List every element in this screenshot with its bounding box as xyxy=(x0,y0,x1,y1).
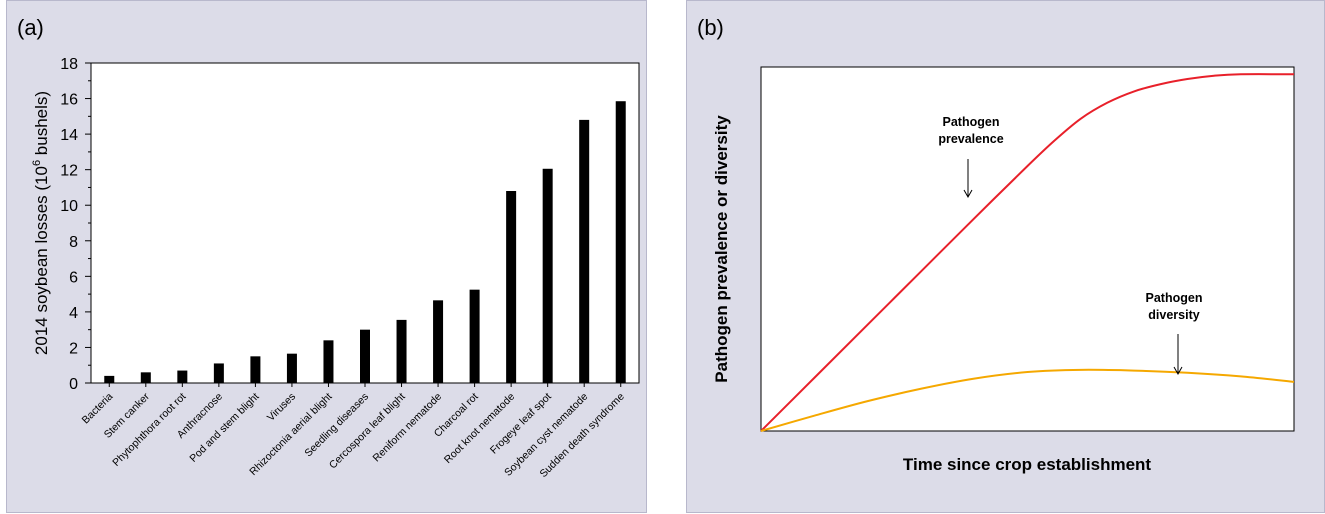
x-tick-label-a: Reniform nematode xyxy=(370,391,444,465)
panel-a-label: (a) xyxy=(17,15,44,40)
bar xyxy=(615,101,626,383)
y-tick-label-a: 0 xyxy=(69,376,78,393)
line-chart-pathogen-dynamics: Pathogen prevalence or diversity Time si… xyxy=(712,66,1295,474)
x-tick-label-a: Root knot nematode xyxy=(442,391,517,466)
panel-b: (b) Pathogen prevalence or diversity Tim… xyxy=(686,0,1325,513)
bar xyxy=(323,340,334,383)
bar xyxy=(579,119,590,383)
bar xyxy=(104,375,115,383)
bar-chart-soybean-losses: 2014 soybean losses (106 bushels) 0 2 4 6 8 1… xyxy=(31,56,640,480)
bar xyxy=(396,319,407,383)
arrow-head-icon xyxy=(963,189,973,199)
bar xyxy=(506,191,517,383)
x-tick-label-a: Pod and stem blight xyxy=(187,391,261,465)
plot-area-b xyxy=(760,66,1295,432)
y-tick-label-a: 14 xyxy=(60,127,78,144)
x-tick-label-a: Viruses xyxy=(265,391,298,424)
annotation-diversity-text: Pathogen xyxy=(1146,291,1203,305)
y-tick-label-a: 8 xyxy=(69,234,78,251)
y-tick-label-a: 4 xyxy=(69,305,78,322)
bar xyxy=(213,363,224,383)
annotation-diversity-text: diversity xyxy=(1148,308,1199,322)
y-tick-label-a: 2 xyxy=(69,340,78,357)
bar xyxy=(360,329,370,383)
y-tick-label-a: 18 xyxy=(60,56,78,73)
bar xyxy=(542,168,553,383)
y-axis-title-b: Pathogen prevalence or diversity xyxy=(712,115,731,383)
x-tick-label-a: Bacteria xyxy=(80,391,116,427)
y-tick-label-a: 10 xyxy=(60,198,78,215)
y-tick-label-a: 12 xyxy=(60,163,78,180)
diversity-line xyxy=(760,368,1295,432)
bar xyxy=(469,289,480,383)
y-axis-title-a: 2014 soybean losses (106 bushels) xyxy=(31,91,51,355)
panel-b-label: (b) xyxy=(697,15,724,40)
x-axis-title-b: Time since crop establishment xyxy=(903,455,1151,474)
y-tick-label-a: 6 xyxy=(69,269,78,286)
x-tick-label-a: Seedling diseases xyxy=(302,391,371,460)
y-tick-label-a: 16 xyxy=(60,92,78,109)
annotation-prevalence-text: Pathogen xyxy=(943,115,1000,129)
prevalence-line xyxy=(760,73,1295,432)
annotation-prevalence-text: prevalence xyxy=(938,132,1003,146)
bar xyxy=(140,372,151,383)
bar xyxy=(433,300,444,383)
arrow-head-icon xyxy=(1173,366,1183,376)
bar xyxy=(177,370,188,383)
bar xyxy=(286,353,297,383)
bar xyxy=(250,356,261,383)
